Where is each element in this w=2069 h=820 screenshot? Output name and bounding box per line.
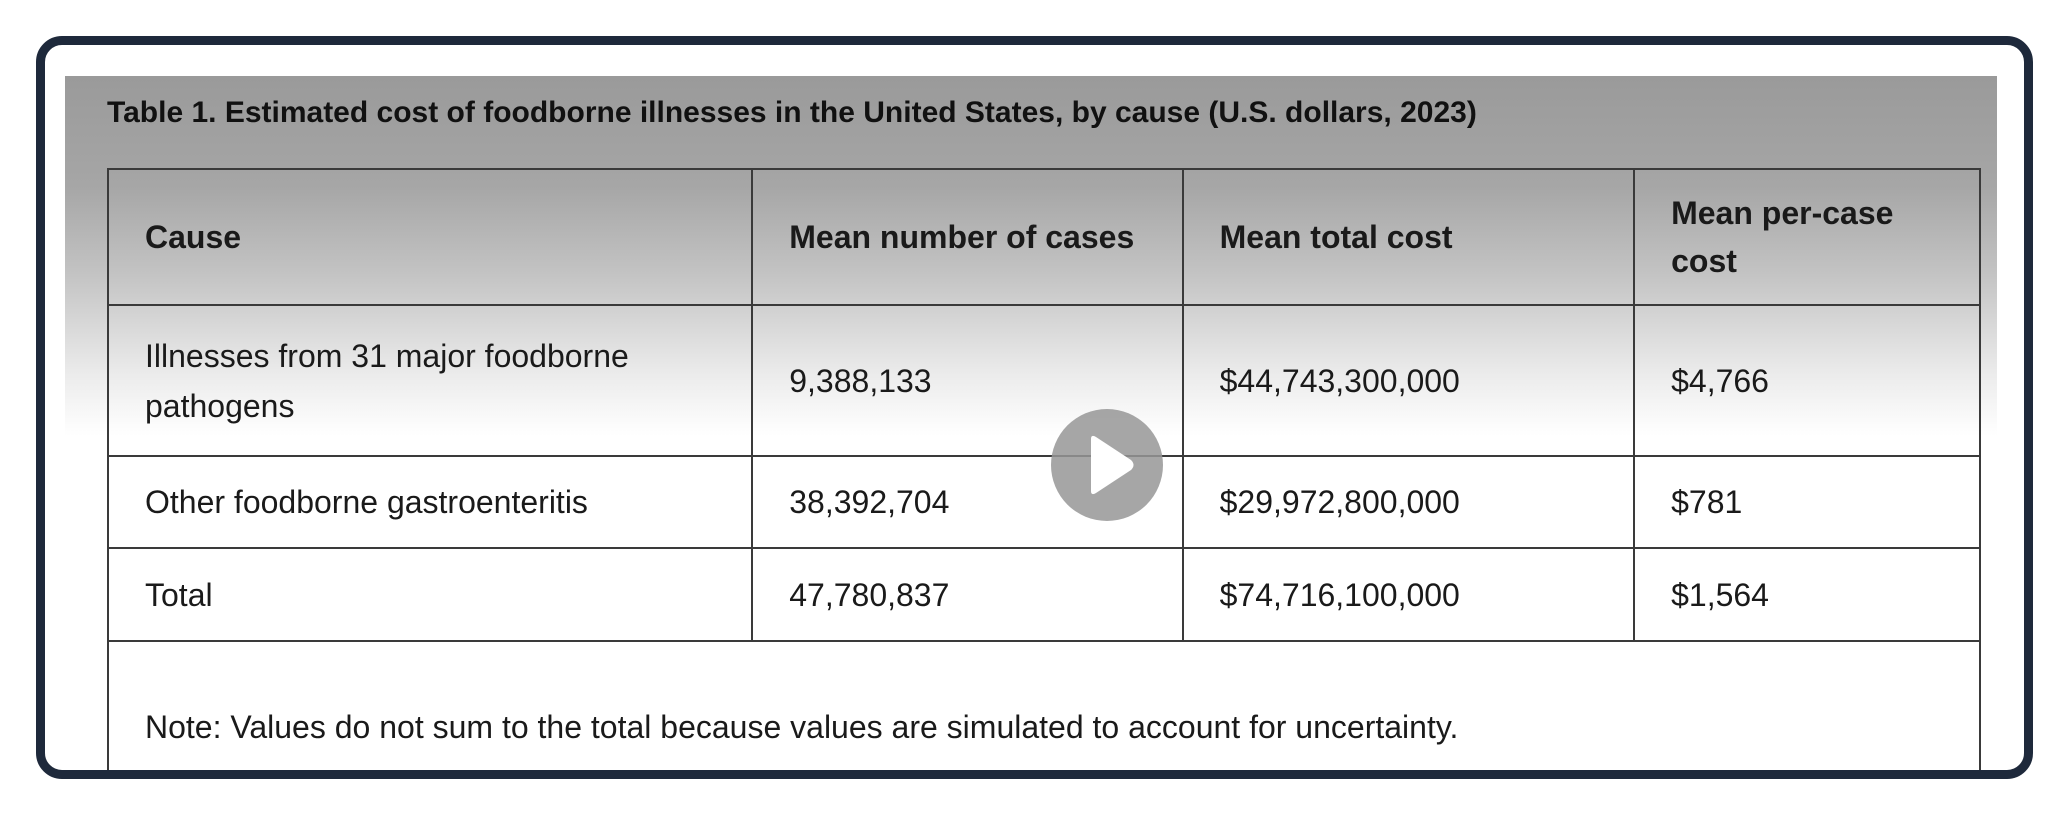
table-note-row: Note: Values do not sum to the total bec… — [107, 640, 1981, 770]
cell-per-case-cost: $781 — [1633, 455, 1981, 549]
play-button[interactable] — [1051, 409, 1163, 521]
cell-total-cost: $44,743,300,000 — [1181, 304, 1636, 457]
header-mean-cases: Mean number of cases — [751, 168, 1184, 306]
table-title: Table 1. Estimated cost of foodborne ill… — [107, 96, 1477, 129]
cell-total-cost: $74,716,100,000 — [1181, 547, 1636, 642]
table-row: Illnesses from 31 major foodborne pathog… — [106, 304, 1981, 457]
cost-table: Cause Mean number of cases Mean total co… — [106, 168, 1981, 770]
cell-per-case-cost: $4,766 — [1633, 304, 1981, 457]
table-note: Note: Values do not sum to the total bec… — [107, 640, 1981, 770]
video-frame[interactable]: Table 1. Estimated cost of foodborne ill… — [65, 76, 1997, 770]
header-cause: Cause — [106, 168, 754, 306]
table-header-row: Cause Mean number of cases Mean total co… — [106, 168, 1981, 306]
header-mean-per-case-cost: Mean per-case cost — [1633, 168, 1981, 306]
play-icon — [1091, 435, 1134, 495]
watermark-badge: YouTube Adam Conner — [1705, 770, 1976, 779]
cell-cause: Total — [106, 547, 754, 642]
table-row: Other foodborne gastroenteritis 38,392,7… — [106, 455, 1981, 549]
cell-per-case-cost: $1,564 — [1633, 547, 1981, 642]
cell-cause: Illnesses from 31 major foodborne pathog… — [106, 304, 754, 457]
header-mean-total-cost: Mean total cost — [1181, 168, 1636, 306]
cell-cases: 47,780,837 — [751, 547, 1184, 642]
cell-cause: Other foodborne gastroenteritis — [106, 455, 754, 549]
video-player-frame[interactable]: Table 1. Estimated cost of foodborne ill… — [36, 36, 2033, 779]
cell-total-cost: $29,972,800,000 — [1181, 455, 1636, 549]
table-row: Total 47,780,837 $74,716,100,000 $1,564 — [106, 547, 1981, 642]
